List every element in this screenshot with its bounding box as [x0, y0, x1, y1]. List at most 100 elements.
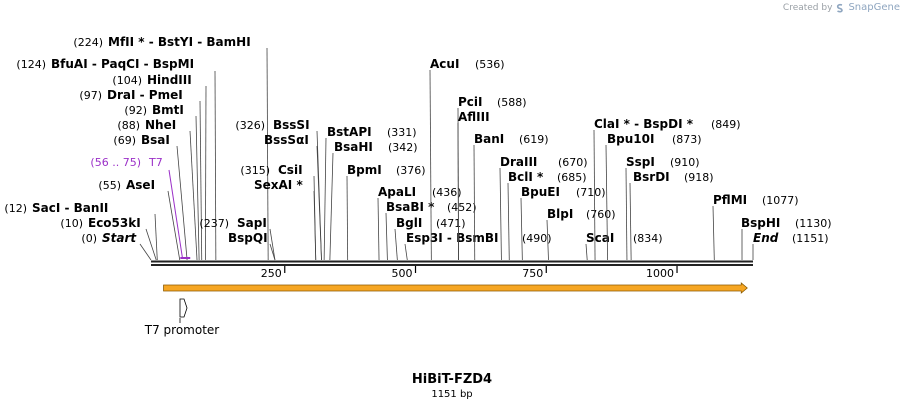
site-name: BmtI	[152, 103, 184, 117]
site-name: AseI	[126, 178, 155, 192]
site-leader-line	[204, 85, 207, 261]
site-leader-line	[316, 145, 322, 261]
site-position: (685)	[557, 171, 587, 184]
restriction-sites: (0) Start (10) Eco53kI (12) SacI - BanII (55) A…	[4, 35, 832, 261]
site-position: (88)	[117, 119, 140, 132]
site-leader-line	[313, 190, 317, 261]
site-position: (1077)	[762, 194, 799, 207]
site-bsss-i: BssSαI	[264, 133, 322, 261]
site-esp3i-bsmbi: Esp3I - BsmBI (490)	[404, 231, 552, 261]
site-leader-line	[394, 228, 398, 261]
site-leader-line	[214, 70, 217, 261]
site-leader-line	[712, 205, 715, 261]
site-position: (315)	[240, 164, 270, 177]
site-leader-line	[199, 100, 203, 261]
site-name: BsaHI	[334, 140, 373, 154]
site-bsai: (69) BsaI	[113, 133, 188, 261]
site-position: (670)	[558, 156, 588, 169]
site-name: BsaI	[141, 133, 170, 147]
site-apali: ApaLI (436)	[377, 185, 462, 261]
site-scai: ScaI (834)	[585, 231, 663, 261]
site-leader-line	[139, 243, 152, 261]
site-name: BlpI	[547, 207, 573, 221]
site-name: BssSI	[273, 118, 310, 132]
site-name: BstAPI	[327, 125, 372, 139]
site-leader-line	[520, 197, 523, 261]
site-name: Bpu10I	[607, 132, 654, 146]
site-name: BspHI	[741, 216, 780, 230]
site-leader-line	[346, 175, 349, 261]
sequence-length: 1151 bp	[431, 389, 473, 400]
site-name: BsrDI	[633, 170, 670, 184]
site-name: PflMI	[713, 193, 747, 207]
site-name: BclI *	[508, 170, 544, 184]
site-position: (376)	[396, 164, 426, 177]
site-bsphi: BspHI (1130)	[741, 216, 832, 261]
site-position: (873)	[672, 133, 702, 146]
credit-prefix: Created by	[782, 2, 833, 13]
site-bcli-: BclI * (685)	[507, 170, 587, 261]
site-position: (588)	[497, 96, 527, 109]
site-name: Start	[102, 231, 137, 245]
site-position: (326)	[235, 119, 265, 132]
site-leader-line	[546, 219, 549, 261]
axis-tick: 500	[392, 266, 417, 280]
orf-arrow	[163, 282, 748, 294]
site-position: (124)	[16, 58, 46, 71]
site-name: BsaBI *	[386, 200, 435, 214]
promoter-arrow-icon	[179, 298, 188, 318]
site-name: SspI	[626, 155, 655, 169]
site-position: (10)	[60, 217, 83, 230]
site-name: BpmI	[347, 163, 382, 177]
site-leader-line	[404, 243, 408, 261]
site-leader-line	[377, 197, 380, 261]
site-name: BanI	[474, 132, 504, 146]
site-leader-line	[499, 167, 502, 261]
site-clai-bspdi-: ClaI * - BspDI * (849)	[593, 117, 741, 261]
site-position: (710)	[576, 186, 606, 199]
site-name: BssSαI	[264, 133, 309, 147]
site-position: (760)	[586, 208, 616, 221]
site-drai-pmei: (97) DraI - PmeI	[79, 88, 203, 261]
site-position: (224)	[73, 36, 103, 49]
site-eco53ki: (10) Eco53kI	[60, 216, 157, 261]
site-bmti: (92) BmtI	[124, 103, 200, 261]
site-leader-line	[189, 130, 198, 261]
credit-brand: SnapGene	[848, 2, 900, 13]
feature-t7-promoter: T7 (56 .. 75)	[90, 156, 191, 259]
site-position: (92)	[124, 104, 147, 117]
site-leader-line	[329, 152, 334, 261]
site-mfii-bstyi-bamhi: (224) MfII * - BstYI - BamHI	[73, 35, 269, 261]
site-leader-line	[507, 182, 510, 261]
site-bpu10i: Bpu10I (873)	[605, 132, 702, 261]
site-position: (69)	[113, 134, 136, 147]
site-position: (436)	[432, 186, 462, 199]
site-pflmi: PflMI (1077)	[712, 193, 799, 261]
site-name: BpuEI	[521, 185, 560, 199]
site-name: Esp3I - BsmBI	[406, 231, 498, 245]
site-name: HindIII	[147, 73, 192, 87]
feature-t7-leader	[168, 169, 183, 258]
site-name: PciI	[458, 95, 483, 109]
site-name: SacI - BanII	[32, 201, 108, 215]
site-position: (536)	[475, 58, 505, 71]
snapgene-logo-icon	[837, 3, 844, 12]
site-position: (1151)	[792, 232, 829, 245]
feature-t7-range: (56 .. 75)	[90, 156, 141, 169]
site-position: (849)	[711, 118, 741, 131]
site-leader-line	[385, 212, 388, 261]
site-leader-line	[176, 145, 188, 261]
site-leader-line	[195, 115, 200, 261]
site-name: DraIII	[500, 155, 537, 169]
site-name: ScaI	[586, 231, 614, 245]
promoter-direction: T7 promoter	[144, 298, 219, 337]
site-position: (342)	[388, 141, 418, 154]
site-position: (490)	[522, 232, 552, 245]
site-position: (237)	[199, 217, 229, 230]
site-leader-line	[154, 213, 158, 261]
site-leader-line	[266, 47, 269, 261]
site-bstapi: BstAPI (331)	[323, 125, 417, 261]
site-position: (104)	[112, 74, 142, 87]
tick-label: 750	[522, 267, 543, 280]
site-name: End	[753, 231, 779, 245]
